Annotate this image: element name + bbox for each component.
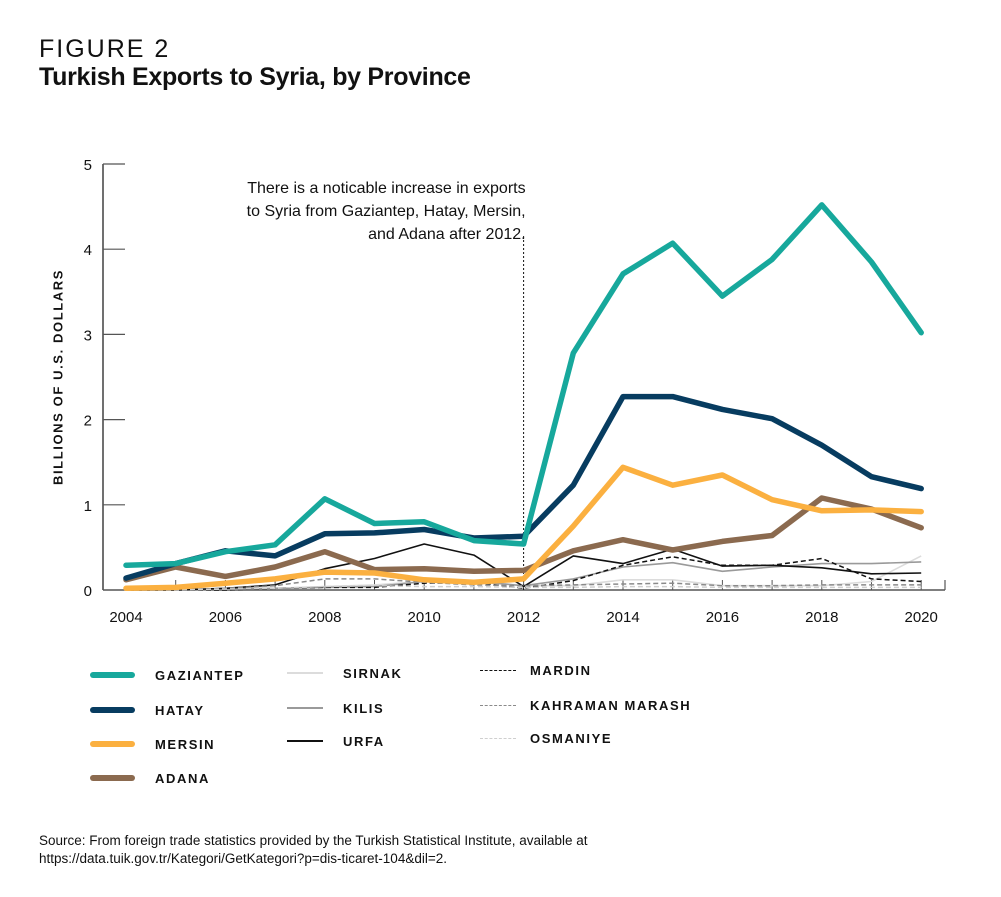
series-line-mersin: [123, 464, 924, 592]
legend-label: GAZIANTEP: [155, 667, 245, 683]
legend-item-kilis: KILIS: [287, 698, 384, 718]
y-tick-label: 2: [84, 413, 92, 430]
series-line-adana: [123, 495, 924, 583]
legend-item-adana: ADANA: [90, 768, 210, 788]
legend-label: MARDIN: [530, 662, 592, 678]
chart-title: Turkish Exports to Syria, by Province: [39, 63, 471, 91]
legend-swatch: [287, 740, 323, 742]
x-tick-label: 2006: [209, 609, 242, 626]
annotation-text: There is a noticable increase in exports: [247, 180, 525, 197]
legend-item-urfa: URFA: [287, 731, 385, 751]
axes: 0 1 2 3 4 5 2004 2006 2008 2010 2012 2014 2016 2018 20…: [84, 157, 946, 626]
y-tick-label: 1: [84, 498, 92, 515]
legend-swatch: [90, 741, 135, 747]
legend-item-gaziantep: GAZIANTEP: [90, 665, 245, 685]
source-line-2: https://data.tuik.gov.tr/Kategori/GetKat…: [39, 851, 447, 866]
legend-swatch: [90, 775, 135, 781]
legend-swatch: [90, 707, 135, 713]
y-tick-label: 3: [84, 327, 92, 344]
annotation-text: and Adana after 2012.: [368, 226, 525, 243]
x-tick-label: 2018: [805, 609, 838, 626]
y-tick-label: 5: [84, 157, 92, 174]
x-tick-label: 2016: [706, 609, 739, 626]
annotation-text: to Syria from Gaziantep, Hatay, Mersin,: [247, 203, 526, 220]
series-lines: [123, 202, 924, 592]
legend-label: OSMANIYE: [530, 730, 613, 746]
source-line-1: Source: From foreign trade statistics pr…: [39, 833, 588, 848]
x-tick-label: 2012: [507, 609, 540, 626]
legend-label: KAHRAMAN MARASH: [530, 697, 692, 713]
legend-item-kahraman-marash: KAHRAMAN MARASH: [480, 695, 691, 715]
legend-swatch: [480, 704, 516, 706]
series-line-gaziantep: [123, 202, 924, 569]
legend-swatch: [287, 672, 323, 674]
x-tick-label: 2008: [308, 609, 341, 626]
source-note: Source: From foreign trade statistics pr…: [39, 832, 588, 868]
legend-item-sirnak: SIRNAK: [287, 663, 402, 683]
legend-label: HATAY: [155, 702, 205, 718]
figure-label: FIGURE 2: [39, 35, 171, 63]
legend-label: SIRNAK: [343, 665, 403, 681]
legend-item-mersin: MERSIN: [90, 734, 215, 754]
series-line-kahraman-marash: [126, 578, 922, 591]
series-line-osmaniye: [126, 584, 922, 591]
x-tick-label: 2004: [109, 609, 142, 626]
x-tick-label: 2020: [905, 609, 938, 626]
y-tick-label: 4: [84, 242, 92, 259]
legend: GAZIANTEP HATAY MERSIN ADANA SIRNAK KILIS URFA…: [90, 660, 770, 800]
annotation: There is a noticable increase in exports…: [247, 180, 526, 590]
legend-item-mardin: MARDIN: [480, 660, 592, 680]
x-tick-label: 2010: [408, 609, 441, 626]
legend-label: URFA: [343, 733, 385, 749]
legend-item-hatay: HATAY: [90, 700, 205, 720]
legend-label: KILIS: [343, 700, 385, 716]
legend-swatch: [480, 737, 516, 739]
legend-swatch: [287, 707, 323, 709]
x-tick-label: 2014: [606, 609, 639, 626]
legend-label: MERSIN: [155, 736, 216, 752]
legend-item-osmaniye: OSMANIYE: [480, 728, 612, 748]
legend-swatch: [90, 672, 135, 678]
y-tick-label: 0: [84, 583, 92, 600]
legend-label: ADANA: [155, 770, 210, 786]
legend-swatch: [480, 669, 516, 671]
